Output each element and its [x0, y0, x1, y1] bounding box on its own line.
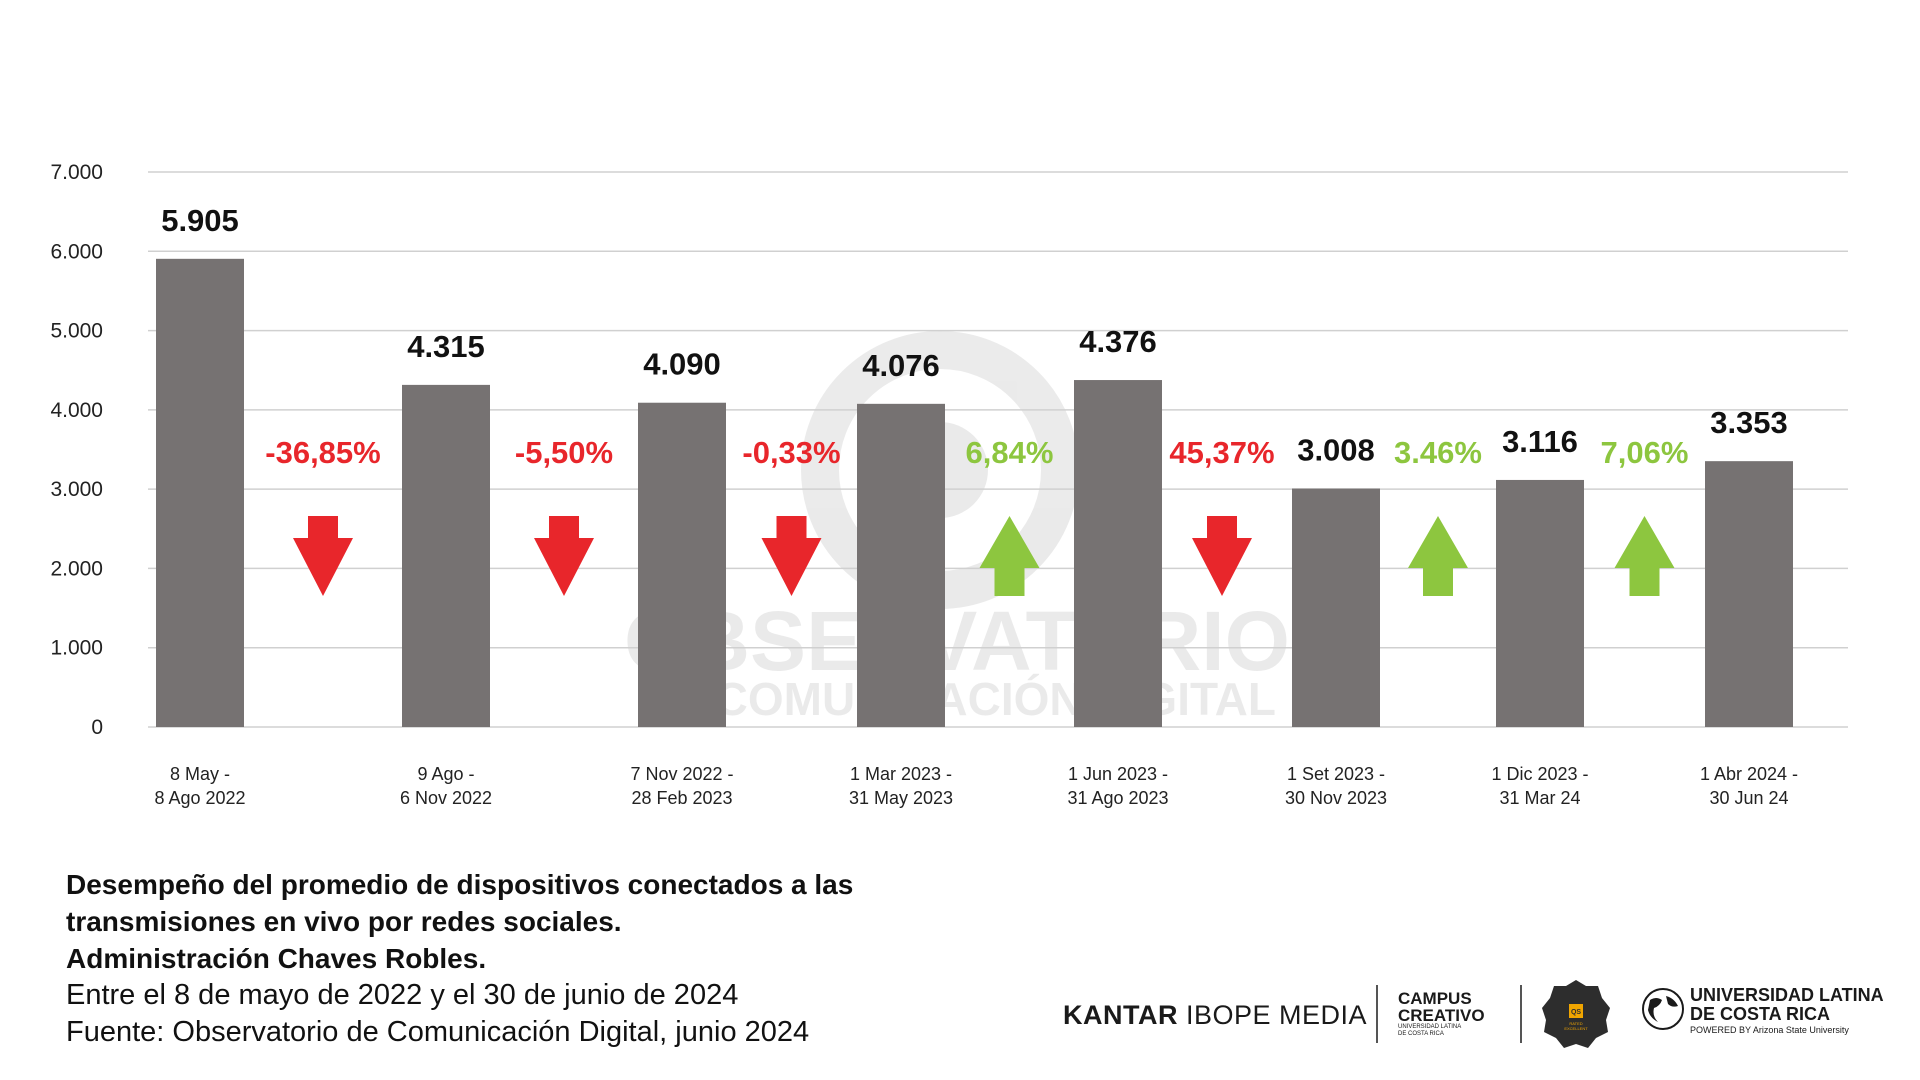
change-percent-label: -36,85% — [265, 435, 380, 470]
globe-icon — [1642, 988, 1684, 1030]
bar — [857, 403, 945, 727]
x-tick-label-line: 30 Nov 2023 — [1285, 788, 1387, 808]
y-tick-label: 1.000 — [50, 637, 103, 660]
change-percent-label: 6,84% — [966, 435, 1054, 470]
y-tick-label: 6.000 — [50, 240, 103, 263]
x-tick-label-line: 7 Nov 2022 - — [630, 764, 733, 784]
ulatina-powered-by: POWERED BY Arizona State University — [1690, 1025, 1849, 1035]
x-tick-label-line: 6 Nov 2022 — [400, 788, 492, 808]
y-tick-label: 3.000 — [50, 478, 103, 501]
x-tick-label-line: 8 May - — [170, 764, 230, 784]
x-tick-label-line: 1 Set 2023 - — [1287, 764, 1385, 784]
bar-value-label: 5.905 — [161, 203, 239, 238]
up-arrow-icon — [1614, 516, 1675, 596]
x-tick-label-line: 9 Ago - — [417, 764, 474, 784]
x-tick-label-line: 28 Feb 2023 — [631, 788, 732, 808]
bars — [156, 258, 1793, 727]
badge-excellent: EXCELLENT — [1564, 1026, 1588, 1031]
x-tick-label-line: 31 Ago 2023 — [1067, 788, 1168, 808]
x-tick-label: 1 Abr 2024 - 30 Jun 24 — [1700, 764, 1798, 808]
bar-value-label: 4.090 — [643, 347, 721, 382]
caption-date-range: Entre el 8 de mayo de 2022 y el 30 de ju… — [66, 979, 739, 1011]
bar — [1705, 461, 1793, 727]
watermark-line-1: OBSERVATORIO — [624, 594, 1290, 688]
change-percent-label: 7,06% — [1601, 435, 1689, 470]
bar — [1074, 380, 1162, 727]
change-percent-label: 3.46% — [1394, 435, 1482, 470]
x-tick-label-line: 8 Ago 2022 — [154, 788, 245, 808]
campus-creativo-logo: CAMPUS CREATIVO UNIVERSIDAD LATINA DE CO… — [1398, 990, 1485, 1038]
bar-value-label: 4.376 — [1079, 324, 1157, 359]
change-indicators: -36,85% -5,50% -0,33% 6,84% 45,37% 3.46% 7,06% — [265, 435, 1688, 596]
y-tick-label: 7.000 — [50, 161, 103, 184]
bar-value-label: 4.076 — [862, 348, 940, 383]
logo-divider — [1376, 985, 1378, 1043]
ulatina-line-2: DE COSTA RICA — [1690, 1004, 1831, 1024]
change-percent-label: -5,50% — [515, 435, 613, 470]
x-tick-label: 9 Ago - 6 Nov 2022 — [400, 764, 492, 808]
x-tick-label: 1 Set 2023 - 30 Nov 2023 — [1285, 764, 1387, 808]
campus-logo-line-1: CAMPUS — [1398, 989, 1472, 1008]
caption-source: Fuente: Observatorio de Comunicación Dig… — [66, 1016, 810, 1048]
bar — [156, 258, 244, 727]
x-tick-label-line: 31 May 2023 — [849, 788, 953, 808]
badge-qs: QS — [1571, 1009, 1581, 1016]
caption-title-line-3: Administración Chaves Robles. — [66, 943, 487, 974]
down-arrow-icon — [761, 516, 822, 596]
x-tick-label: 1 Mar 2023 - 31 May 2023 — [849, 764, 953, 808]
campus-logo-line-2: CREATIVO — [1398, 1006, 1485, 1025]
change-percent-label: -0,33% — [742, 435, 840, 470]
kantar-ibope-logo: KANTAR IBOPE MEDIA — [1063, 1000, 1367, 1031]
change-percent-label: 45,37% — [1169, 435, 1274, 470]
x-tick-label-line: 1 Abr 2024 - — [1700, 764, 1798, 784]
kantar-logo-rest: IBOPE MEDIA — [1177, 1000, 1368, 1030]
kantar-logo-bold: KANTAR — [1063, 1000, 1178, 1030]
x-tick-label-line: 1 Mar 2023 - — [850, 764, 952, 784]
x-tick-label: 1 Dic 2023 - 31 Mar 24 — [1491, 764, 1588, 808]
universidad-latina-logo: UNIVERSIDAD LATINA DE COSTA RICA POWERED… — [1690, 986, 1884, 1036]
bar-value-label: 3.116 — [1502, 424, 1578, 459]
bar-value-label: 4.315 — [407, 329, 485, 364]
bar-value-label: 3.008 — [1297, 433, 1375, 468]
up-arrow-icon — [979, 516, 1040, 596]
caption-title-line-1: Desempeño del promedio de dispositivos c… — [66, 869, 854, 900]
bar — [402, 384, 490, 727]
x-tick-label-line: 30 Jun 24 — [1709, 788, 1788, 808]
watermark-line-2: DE COMUNICACIÓN DIGITAL — [638, 673, 1276, 725]
down-arrow-icon — [293, 516, 353, 596]
x-tick-label: 8 May - 8 Ago 2022 — [154, 764, 245, 808]
value-labels: 5.905 4.315 4.090 4.076 4.376 3.008 3.116 3.353 — [161, 203, 1788, 468]
bar — [638, 402, 726, 727]
chart-caption: Desempeño del promedio de dispositivos c… — [66, 866, 1046, 1051]
x-tick-label-line: 1 Jun 2023 - — [1068, 764, 1168, 784]
campus-logo-sub-1: UNIVERSIDAD LATINA — [1398, 1024, 1462, 1030]
down-arrow-icon — [1192, 516, 1252, 596]
campus-logo-sub-2: DE COSTA RICA — [1398, 1031, 1444, 1037]
y-tick-label: 0 — [91, 716, 103, 739]
caption-title-line-2: transmisiones en vivo por redes sociales… — [66, 906, 622, 937]
logo-divider — [1520, 985, 1522, 1043]
bar-value-label: 3.353 — [1710, 405, 1788, 440]
bar — [1292, 488, 1380, 727]
y-tick-label: 5.000 — [50, 320, 103, 343]
up-arrow-icon — [1408, 516, 1468, 596]
ulatina-line-1: UNIVERSIDAD LATINA — [1690, 985, 1884, 1005]
x-tick-label-line: 1 Dic 2023 - — [1491, 764, 1588, 784]
qs-rated-badge: QS RATED EXCELLENT — [1542, 980, 1610, 1048]
x-axis-labels: 8 May - 8 Ago 2022 9 Ago - 6 Nov 2022 7 Nov … — [154, 764, 1798, 808]
y-axis-ticks: 0 1.000 2.000 3.000 4.000 5.000 6.000 7.000 — [50, 161, 103, 739]
x-tick-label: 1 Jun 2023 - 31 Ago 2023 — [1067, 764, 1168, 808]
y-tick-label: 4.000 — [50, 399, 103, 422]
bar — [1496, 479, 1584, 727]
down-arrow-icon — [534, 516, 594, 596]
y-tick-label: 2.000 — [50, 557, 103, 580]
badge-rated: RATED — [1569, 1021, 1582, 1026]
x-tick-label: 7 Nov 2022 - 28 Feb 2023 — [630, 764, 733, 808]
x-tick-label-line: 31 Mar 24 — [1499, 788, 1580, 808]
